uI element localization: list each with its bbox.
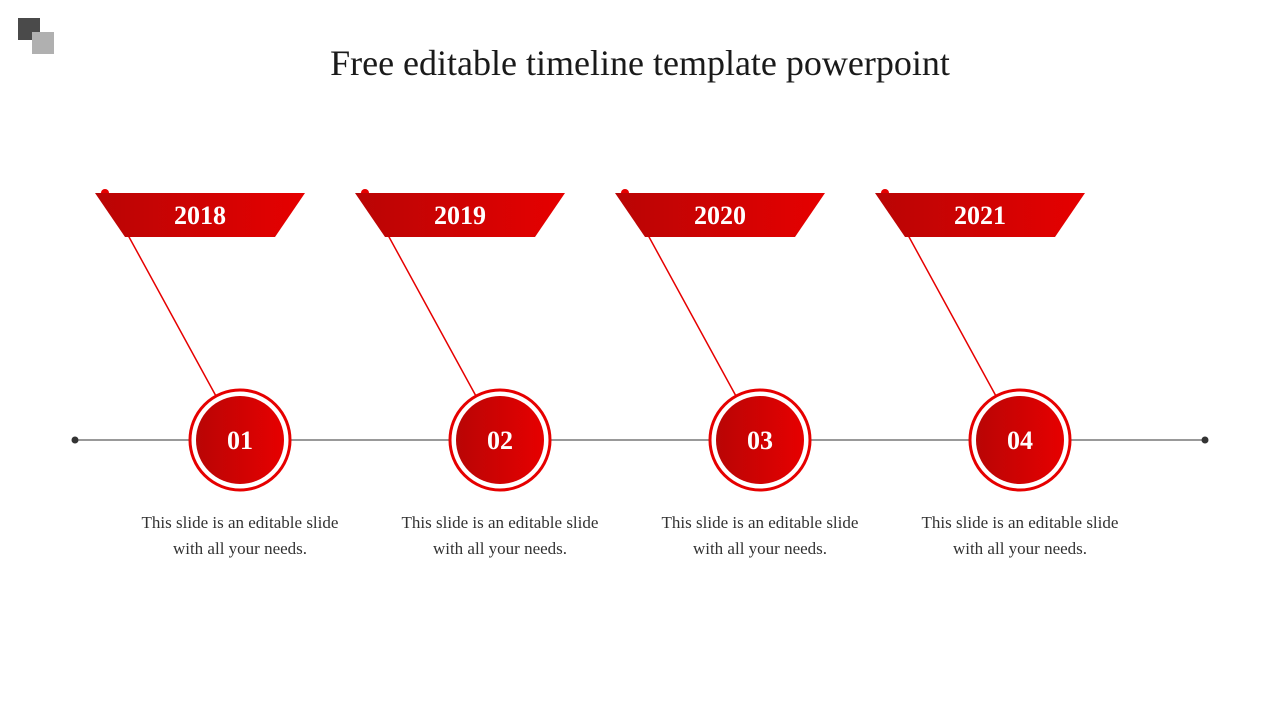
year-label: 2019	[434, 201, 486, 230]
year-label: 2020	[694, 201, 746, 230]
step-description: This slide is an editable slide with all…	[390, 510, 610, 561]
timeline-svg: 2018 01 2019 02 2020 03 2021 04	[0, 0, 1280, 720]
step-description: This slide is an editable slide with all…	[130, 510, 350, 561]
step-number: 04	[1007, 426, 1033, 455]
step-number: 01	[227, 426, 253, 455]
step-description: This slide is an editable slide with all…	[650, 510, 870, 561]
step-number: 02	[487, 426, 513, 455]
step-description: This slide is an editable slide with all…	[910, 510, 1130, 561]
step-number: 03	[747, 426, 773, 455]
year-label: 2018	[174, 201, 226, 230]
year-label: 2021	[954, 201, 1006, 230]
